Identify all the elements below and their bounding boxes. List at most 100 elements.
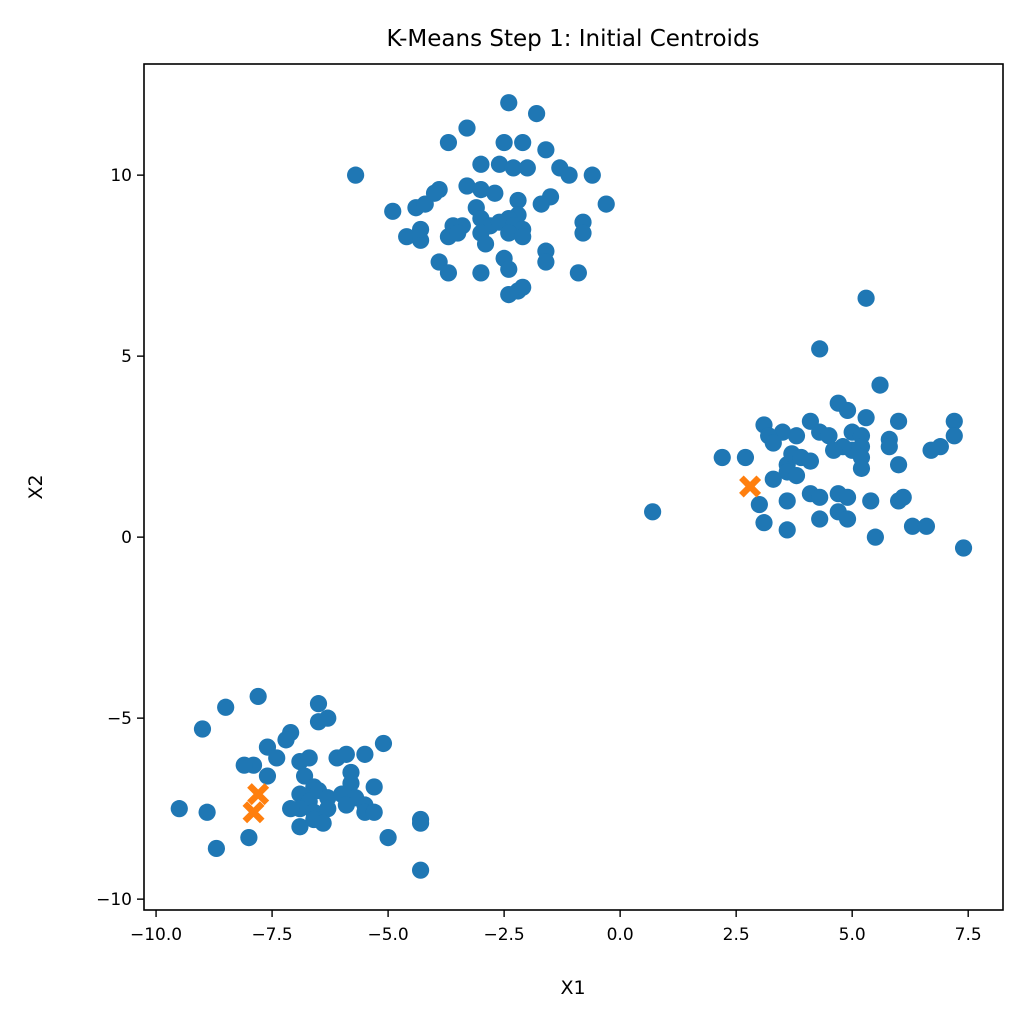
data-point bbox=[852, 459, 871, 477]
data-point bbox=[439, 133, 458, 152]
data-point bbox=[300, 749, 318, 767]
data-point bbox=[954, 539, 973, 557]
data-point bbox=[820, 427, 838, 445]
data-point bbox=[764, 470, 782, 488]
data-point bbox=[472, 155, 490, 173]
data-point bbox=[500, 224, 518, 242]
x-tick-label: 2.5 bbox=[723, 925, 750, 945]
data-point bbox=[476, 235, 495, 253]
data-point bbox=[583, 166, 601, 184]
centroid-marker bbox=[247, 783, 270, 806]
data-point bbox=[509, 191, 527, 210]
data-point bbox=[518, 159, 536, 177]
data-point bbox=[347, 166, 365, 184]
data-point bbox=[945, 427, 963, 445]
data-point bbox=[811, 488, 829, 506]
data-point bbox=[277, 731, 295, 749]
data-point bbox=[894, 488, 912, 506]
data-point bbox=[532, 195, 550, 213]
data-point bbox=[495, 133, 513, 152]
data-point bbox=[838, 510, 857, 528]
points-layer bbox=[170, 94, 973, 879]
data-point bbox=[500, 94, 518, 112]
data-point bbox=[514, 133, 532, 152]
data-point bbox=[866, 528, 884, 546]
data-point bbox=[337, 796, 355, 814]
data-point bbox=[871, 376, 889, 394]
data-point bbox=[374, 734, 393, 753]
centroid-marker bbox=[242, 801, 265, 824]
data-point bbox=[384, 202, 402, 220]
data-point bbox=[778, 492, 796, 510]
y-axis-ticks: −10 −5 0 5 10 bbox=[96, 166, 144, 910]
data-point bbox=[537, 253, 555, 271]
data-point bbox=[514, 278, 532, 296]
data-point bbox=[490, 155, 509, 173]
data-point bbox=[319, 709, 337, 727]
data-point bbox=[235, 756, 253, 774]
data-point bbox=[398, 228, 416, 246]
data-point bbox=[356, 745, 374, 763]
data-point bbox=[217, 698, 235, 716]
data-point bbox=[787, 466, 806, 485]
data-point bbox=[903, 517, 922, 535]
data-point bbox=[857, 409, 875, 427]
data-point bbox=[750, 495, 768, 514]
data-point bbox=[249, 687, 267, 706]
data-point bbox=[862, 492, 880, 510]
data-point bbox=[778, 521, 796, 539]
data-point bbox=[365, 778, 383, 796]
data-point bbox=[416, 195, 434, 213]
data-point bbox=[514, 228, 532, 246]
centroid-marker bbox=[739, 475, 762, 498]
x-tick-label: −7.5 bbox=[251, 925, 292, 945]
data-point bbox=[365, 803, 383, 821]
x-axis-label: X1 bbox=[560, 977, 585, 999]
data-point bbox=[889, 456, 908, 474]
data-point bbox=[917, 517, 936, 535]
x-axis-ticks: −10.0 −7.5 −5.0 −2.5 0.0 2.5 5.0 7.5 bbox=[130, 910, 982, 945]
data-point bbox=[755, 514, 773, 532]
data-point bbox=[880, 438, 898, 456]
data-point bbox=[838, 401, 857, 420]
data-point bbox=[207, 839, 225, 858]
data-point bbox=[736, 448, 755, 467]
data-point bbox=[486, 184, 504, 202]
data-point bbox=[319, 800, 337, 818]
data-point bbox=[411, 220, 430, 239]
y-tick-label: −5 bbox=[107, 709, 132, 729]
x-tick-label: 0.0 bbox=[607, 925, 634, 945]
data-point bbox=[268, 749, 286, 767]
data-point bbox=[411, 861, 430, 879]
data-point bbox=[528, 104, 546, 123]
data-point bbox=[504, 159, 523, 177]
data-point bbox=[458, 119, 476, 137]
data-point bbox=[764, 434, 782, 452]
data-point bbox=[198, 803, 216, 821]
data-point bbox=[569, 264, 587, 282]
x-tick-label: 7.5 bbox=[955, 925, 982, 945]
data-point bbox=[337, 745, 355, 763]
data-point bbox=[379, 828, 397, 847]
data-point bbox=[811, 340, 829, 358]
data-point bbox=[291, 818, 309, 836]
y-tick-label: 10 bbox=[110, 166, 132, 186]
data-point bbox=[537, 141, 555, 159]
data-point bbox=[644, 503, 662, 521]
data-point bbox=[560, 166, 578, 184]
data-point bbox=[170, 800, 188, 818]
data-point bbox=[787, 427, 806, 445]
chart-title: K-Means Step 1: Initial Centroids bbox=[386, 26, 759, 52]
data-point bbox=[889, 412, 908, 430]
data-point bbox=[811, 510, 829, 528]
data-point bbox=[500, 260, 518, 278]
data-point bbox=[472, 264, 490, 282]
data-point bbox=[825, 441, 843, 459]
y-tick-label: 5 bbox=[121, 347, 132, 367]
y-tick-label: −10 bbox=[96, 890, 132, 910]
x-tick-label: −5.0 bbox=[367, 925, 408, 945]
y-tick-label: 0 bbox=[121, 528, 132, 548]
data-point bbox=[439, 264, 458, 282]
data-point bbox=[472, 181, 490, 199]
